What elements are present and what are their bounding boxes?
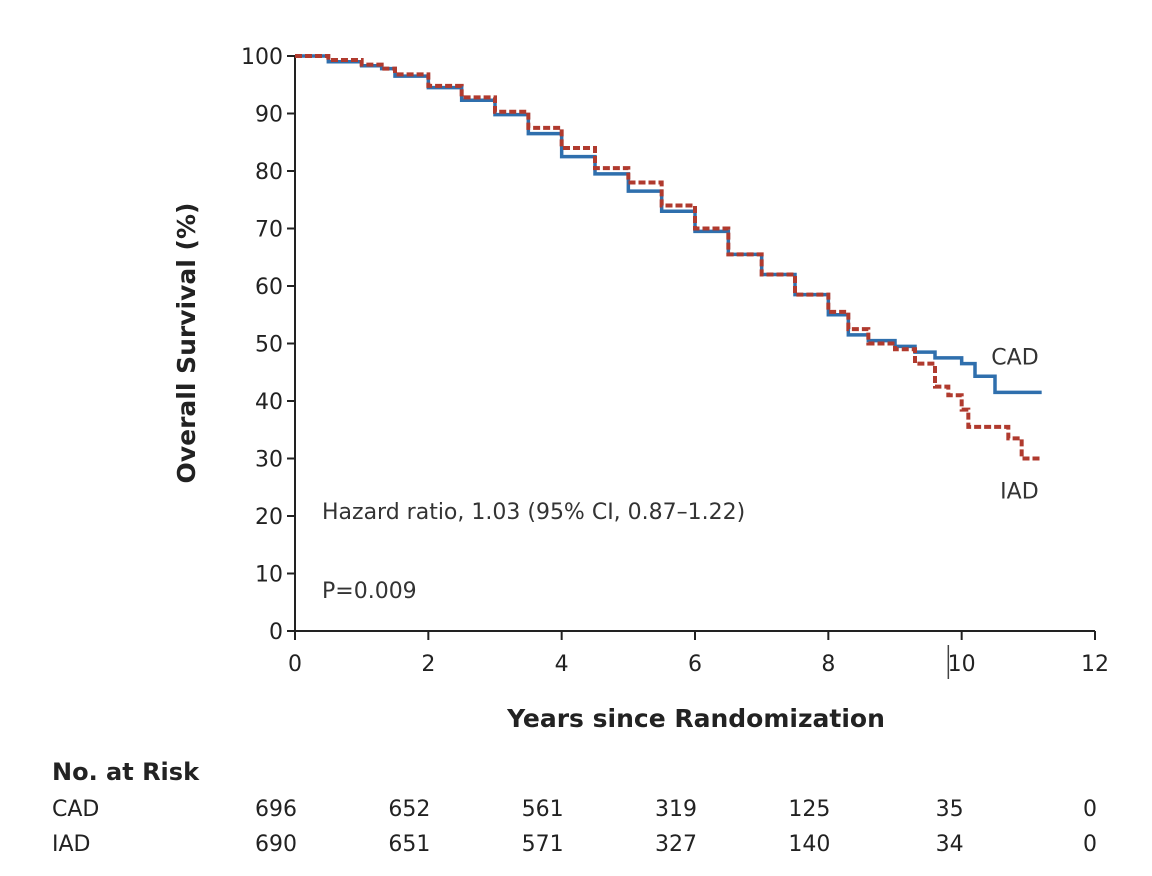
- risk-count-cell: 571: [521, 832, 564, 857]
- x-tick-label: 0: [288, 652, 302, 677]
- risk-table-title: No. at Risk: [52, 758, 200, 786]
- y-tick-label: 80: [255, 160, 283, 185]
- hazard-ratio-annotation: Hazard ratio, 1.03 (95% CI, 0.87–1.22): [322, 500, 745, 525]
- risk-count-cell: 652: [388, 797, 431, 822]
- risk-count-cell: 690: [255, 832, 297, 857]
- risk-count-cell: 319: [655, 797, 697, 822]
- series-line-cad: [295, 54, 1042, 395]
- risk-count-cell: 327: [655, 832, 697, 857]
- risk-count-cell: 140: [788, 832, 831, 857]
- x-tick-label: 8: [821, 652, 835, 677]
- risk-count-cell: 0: [1083, 797, 1097, 822]
- y-tick-label: 10: [255, 563, 283, 588]
- series-line-iad: [295, 54, 1042, 461]
- labels-layer: CAD IAD: [991, 345, 1038, 504]
- x-tick-label: 10: [948, 652, 976, 677]
- y-tick-label: 30: [255, 448, 283, 473]
- risk-count-cell: 696: [255, 797, 297, 822]
- y-axis-title: Overall Survival (%): [172, 203, 201, 484]
- x-axis-title: Years since Randomization: [506, 704, 885, 733]
- y-tick-label: 50: [255, 333, 283, 358]
- y-tick-label: 20: [255, 505, 283, 530]
- risk-row-label: IAD: [52, 832, 91, 857]
- risk-count-cell: 125: [788, 797, 831, 822]
- series-label-cad: CAD: [991, 345, 1038, 370]
- series-label-iad: IAD: [1000, 480, 1038, 505]
- x-tick-label: 4: [555, 652, 569, 677]
- risk-count-cell: 651: [388, 832, 431, 857]
- risk-count-cell: 35: [935, 797, 964, 822]
- x-tick-label: 6: [688, 652, 702, 677]
- series-layer: [295, 54, 1042, 461]
- risk-count-cell: 0: [1083, 832, 1097, 857]
- p-value-annotation: P=0.009: [322, 579, 417, 604]
- risk-count-cell: 561: [521, 797, 564, 822]
- axes: 0 10 20 30 40 50 60 70 80 90 100 0 2 4 6 8 10 12: [241, 45, 1109, 679]
- risk-count-cell: 34: [935, 832, 964, 857]
- y-tick-label: 70: [255, 218, 283, 243]
- y-tick-label: 60: [255, 275, 283, 300]
- y-tick-label: 0: [269, 620, 283, 645]
- x-tick-label: 12: [1081, 652, 1109, 677]
- y-tick-label: 100: [241, 45, 283, 70]
- y-tick-label: 90: [255, 103, 283, 128]
- y-tick-label: 40: [255, 390, 283, 415]
- risk-row-label: CAD: [52, 797, 100, 822]
- x-tick-label: 2: [421, 652, 435, 677]
